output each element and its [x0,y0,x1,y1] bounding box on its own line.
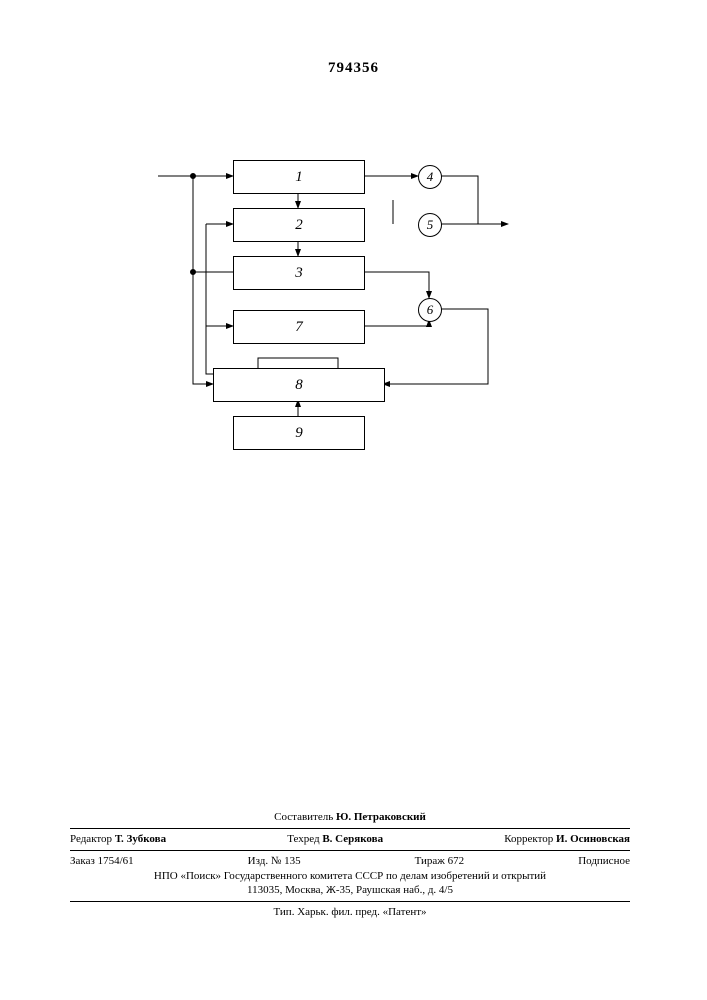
node-6: 6 [418,298,442,322]
izd-label: Изд. № [248,855,282,867]
izd-value: 135 [284,855,301,867]
izd-cell: Изд. № 135 [248,854,301,869]
compiler-name: Ю. Петраковский [336,811,426,823]
credits-row: Редактор Т. Зубкова Техред В. Серякова К… [70,832,630,847]
corrector-name: И. Осиновская [556,833,630,845]
block-2: 2 [233,208,365,242]
block-label: 7 [295,319,303,336]
corrector-cell: Корректор И. Осиновская [504,832,630,847]
tirazh-value: 672 [448,855,465,867]
editor-cell: Редактор Т. Зубкова [70,832,166,847]
junction-dot [191,174,196,179]
tirazh-label: Тираж [415,855,445,867]
org-line-1: НПО «Поиск» Государственного комитета СС… [70,869,630,884]
compiler-label: Составитель [274,811,333,823]
print-house-line: Тип. Харьк. фил. пред. «Патент» [70,905,630,920]
block-label: 9 [295,425,303,442]
divider [70,850,630,851]
order-cell: Заказ 1754/61 [70,854,134,869]
page: 794356 1 2 3 7 8 9 4 5 6 Составитель Ю. Петраков… [0,0,707,1000]
order-label: Заказ [70,855,95,867]
divider [70,828,630,829]
junction-dot [191,270,196,275]
wire [363,320,429,326]
block-diagram: 1 2 3 7 8 9 4 5 6 [128,160,548,540]
org-line-2: 113035, Москва, Ж-35, Раушская наб., д. … [70,883,630,898]
divider [70,901,630,902]
node-4: 4 [418,165,442,189]
editor-label: Редактор [70,833,112,845]
footer: Составитель Ю. Петраковский Редактор Т. … [70,810,630,920]
wire [258,358,338,368]
block-3: 3 [233,256,365,290]
node-label: 6 [427,302,434,318]
tech-name: В. Серякова [322,833,383,845]
order-value: 1754/61 [98,855,134,867]
block-7: 7 [233,310,365,344]
block-8: 8 [213,368,385,402]
wire [440,176,478,224]
print-info-row: Заказ 1754/61 Изд. № 135 Тираж 672 Подпи… [70,854,630,869]
node-5: 5 [418,213,442,237]
editor-name: Т. Зубкова [115,833,166,845]
wire [193,176,213,384]
tirazh-cell: Тираж 672 [415,854,465,869]
wire [206,368,213,374]
node-label: 5 [427,217,434,233]
sign-cell: Подписное [578,854,630,869]
block-9: 9 [233,416,365,450]
block-label: 2 [295,217,303,234]
block-label: 1 [295,169,303,186]
corrector-label: Корректор [504,833,553,845]
document-number: 794356 [0,60,707,77]
tech-label: Техред [287,833,319,845]
node-label: 4 [427,169,434,185]
compiler-line: Составитель Ю. Петраковский [70,810,630,825]
tech-cell: Техред В. Серякова [287,832,383,847]
wire [363,272,429,298]
block-label: 8 [295,377,303,394]
block-label: 3 [295,265,303,282]
block-1: 1 [233,160,365,194]
